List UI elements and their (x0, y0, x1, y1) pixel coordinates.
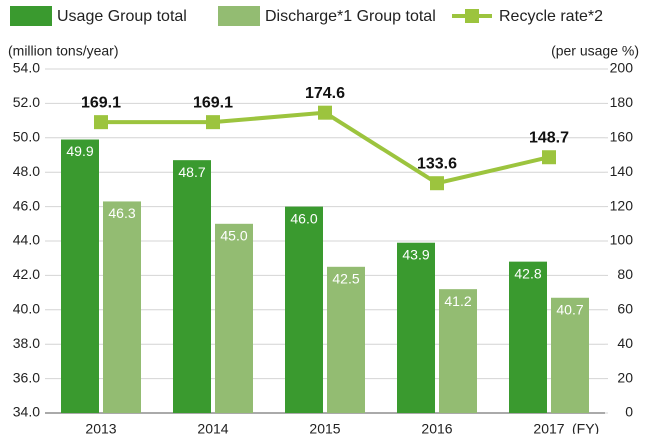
x-tick-label: 2016 (421, 421, 452, 434)
bar-value-label: 40.7 (556, 301, 583, 317)
line-value-label: 169.1 (81, 94, 121, 111)
x-tick-label: 2015 (309, 421, 340, 434)
bar-value-label: 45.0 (220, 228, 247, 244)
y-tick-label: 54.0 (13, 60, 40, 76)
bar (103, 201, 141, 413)
bar-value-label: 43.9 (402, 246, 429, 262)
y-tick-label: 36.0 (13, 369, 40, 385)
bar (397, 242, 435, 413)
y2-tick-label: 40 (617, 335, 633, 351)
line-value-label: 169.1 (193, 94, 233, 111)
y2-tick-label: 100 (610, 232, 634, 248)
y-tick-label: 50.0 (13, 129, 40, 145)
legend-swatch (10, 6, 52, 26)
y2-axis-label: (per usage %) (551, 43, 639, 59)
x-tick-label: 2014 (197, 421, 228, 434)
legend-label: Discharge*1 Group total (265, 8, 436, 25)
y2-tick-label: 200 (610, 60, 634, 76)
x-tick-label: 2017 (533, 421, 564, 434)
line-value-label: 148.7 (529, 129, 569, 146)
bar (61, 139, 99, 413)
bar (551, 297, 589, 413)
bar-value-label: 42.8 (514, 265, 541, 281)
x-tick-label: 2013 (85, 421, 116, 434)
y2-tick-label: 80 (617, 266, 633, 282)
line-marker (206, 115, 220, 130)
bar (173, 160, 211, 413)
bar-value-label: 46.0 (290, 210, 317, 226)
bar-value-label: 49.9 (66, 143, 93, 159)
legend-label: Recycle rate*2 (499, 8, 603, 25)
y-tick-label: 38.0 (13, 335, 40, 351)
line-value-label: 174.6 (305, 85, 345, 102)
bar-value-label: 48.7 (178, 164, 205, 180)
y-tick-label: 34.0 (13, 404, 40, 420)
y-tick-label: 48.0 (13, 163, 40, 179)
y2-tick-label: 140 (610, 163, 634, 179)
bar (327, 266, 365, 413)
y-tick-label: 42.0 (13, 266, 40, 282)
line-marker (542, 150, 556, 165)
y-tick-label: 52.0 (13, 94, 40, 110)
bar-value-label: 42.5 (332, 271, 359, 287)
bar (285, 206, 323, 413)
line-marker (318, 105, 332, 120)
bar (439, 289, 477, 413)
y2-tick-label: 120 (610, 197, 634, 213)
y2-tick-label: 0 (625, 404, 633, 420)
y2-tick-label: 20 (617, 369, 633, 385)
bar (215, 223, 253, 413)
bar-value-label: 41.2 (444, 293, 471, 309)
legend-marker (465, 9, 479, 23)
y2-tick-label: 180 (610, 94, 634, 110)
y-axis-label: (million tons/year) (8, 43, 118, 59)
legend-label: Usage Group total (57, 8, 187, 25)
line-marker (94, 115, 108, 130)
y-tick-label: 40.0 (13, 301, 40, 317)
bar-value-label: 46.3 (108, 205, 135, 221)
line-value-label: 133.6 (417, 155, 457, 172)
y2-tick-label: 160 (610, 129, 634, 145)
legend-swatch (218, 6, 260, 26)
x-axis-label: (FY) (572, 421, 599, 434)
bar (509, 261, 547, 413)
y-tick-label: 46.0 (13, 197, 40, 213)
line-marker (430, 176, 444, 191)
y-tick-label: 44.0 (13, 232, 40, 248)
y2-tick-label: 60 (617, 301, 633, 317)
